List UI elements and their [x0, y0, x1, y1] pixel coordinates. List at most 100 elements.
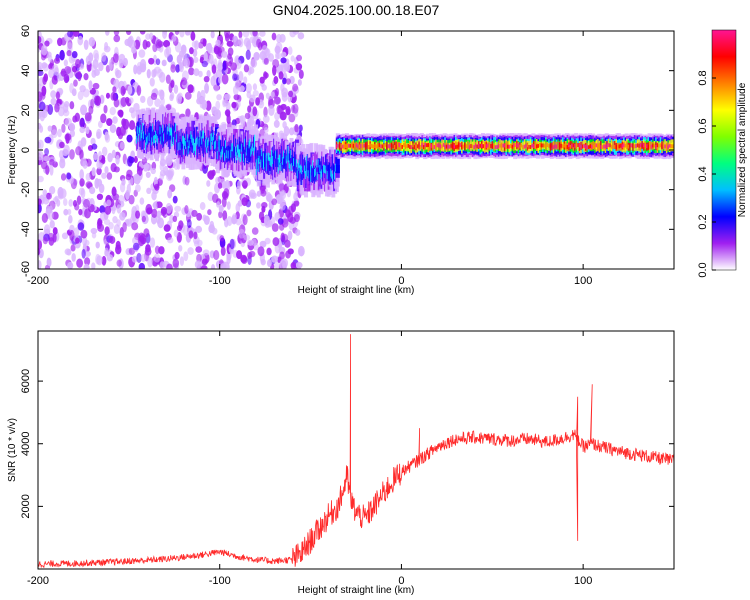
spectrogram-noise-cell	[62, 109, 70, 117]
spectrogram-noise-cell	[107, 152, 113, 163]
spectrogram-noise-cell	[203, 75, 210, 83]
spectrogram-noise-cell	[233, 35, 239, 47]
spectrogram-noise-cell	[215, 39, 221, 46]
snr-xtick-label: 0	[398, 575, 404, 587]
spectrogram-noise-cell	[271, 255, 278, 263]
spectrogram-ytick-label: -60	[20, 261, 32, 277]
spectrogram-noise-cell	[41, 62, 48, 69]
spectrogram-noise-cell	[227, 47, 234, 57]
spectrogram-noise-cell	[113, 224, 121, 235]
spectrogram-noise-cell	[79, 118, 85, 128]
spectrogram-noise-cell	[217, 182, 223, 189]
spectrogram-noise-cell	[223, 93, 231, 101]
spectrogram-noise-cell	[96, 255, 103, 266]
spectrogram-noise-cell	[38, 139, 44, 150]
spectrogram-noise-cell	[199, 102, 206, 109]
spectrogram-noise-cell	[245, 83, 252, 94]
spectrogram-noise-cell	[193, 231, 198, 240]
spectrogram-noise-cell	[77, 35, 84, 46]
spectrogram-noise-cell	[46, 192, 52, 200]
spectrogram-noise-cell	[60, 68, 66, 77]
spectrogram-noise-cell	[83, 263, 90, 269]
spectrogram-noise-cell	[259, 31, 266, 37]
spectrogram-noise-cell	[130, 109, 137, 119]
spectrogram-noise-cell	[255, 97, 260, 106]
spectrogram-noise-cell	[278, 223, 285, 231]
spectrogram-noise-cell	[89, 186, 96, 195]
spectrogram-ytick-label: -40	[20, 221, 32, 237]
spectrogram-noise-cell	[106, 199, 112, 207]
spectrogram-noise-cell	[95, 178, 103, 187]
spectrogram-noise-cell	[146, 187, 152, 195]
spectrogram-xtick-label: -100	[209, 275, 231, 287]
spectrogram-noise-cell	[261, 44, 268, 55]
spectrogram-noise-cell	[293, 200, 300, 207]
spectrogram-noise-cell	[170, 64, 176, 73]
spectrogram-noise-cell	[48, 210, 54, 221]
spectrogram-noise-cell	[188, 67, 195, 76]
spectrogram-noise-cell	[116, 204, 122, 214]
spectrogram-noise-cell	[66, 172, 72, 180]
spectrogram-xtick-label: 100	[574, 275, 592, 287]
spectrogram-noise-cell	[201, 60, 208, 68]
spectrogram-noise-cell	[96, 193, 104, 201]
spectrogram-noise-cell	[140, 95, 146, 104]
spectrogram-noise-cell	[249, 94, 256, 103]
spectrogram-noise-cell	[38, 91, 43, 102]
spectrogram-noise-cell	[163, 224, 171, 232]
spectrogram-noise-cell	[263, 57, 269, 65]
spectrogram-noise-cell	[99, 211, 107, 221]
snr-xtick-label: -200	[27, 575, 49, 587]
spectrogram-noise-cell	[132, 242, 140, 251]
spectrogram-noise-cell	[147, 257, 153, 268]
colorbar: 0.0 0.2 0.4 0.6 0.8 Normalized spectral ampl…	[697, 29, 748, 278]
spectrogram-noise-cell	[240, 254, 248, 264]
spectrogram-noise-cell	[191, 209, 198, 218]
spectrogram-noise-cell	[139, 31, 146, 35]
spectrogram-noise-cell	[135, 184, 141, 193]
spectrogram-noise-cell	[280, 57, 287, 64]
spectrogram-noise-cell	[173, 229, 179, 238]
spectrogram-noise-cell	[76, 258, 83, 268]
spectrogram-noise-cell	[136, 166, 143, 177]
spectrogram-noise-cell	[141, 215, 146, 223]
spectrogram-noise-cell	[179, 31, 185, 38]
spectrogram-noise-cell	[283, 125, 290, 137]
spectrogram-noise-cell	[171, 34, 177, 42]
spectrogram-noise-cell	[167, 189, 173, 199]
spectrogram-noise-cell	[88, 80, 93, 91]
spectrogram-noise-cell	[136, 252, 142, 264]
spectrogram-noise-cell	[74, 203, 80, 211]
spectrogram-noise-cell	[125, 189, 130, 201]
spectrogram-noise-cell	[43, 155, 50, 162]
spectrogram-noise-cell	[56, 72, 62, 82]
spectrogram-noise-cell	[172, 195, 178, 204]
snr-xtick-label: 100	[574, 575, 592, 587]
spectrogram-noise-cell	[173, 84, 179, 94]
spectrogram-noise-cell	[38, 203, 42, 214]
colorbar-tick-label: 0.4	[697, 166, 709, 181]
spectrogram-noise-cell	[201, 258, 208, 266]
spectrogram-ytick-label: 60	[20, 25, 32, 37]
spectrogram-noise-cell	[92, 152, 99, 161]
spectrogram-noise-cell	[206, 180, 211, 187]
colorbar-tick-label: 0.0	[697, 262, 709, 277]
spectrogram-noise-cell	[90, 137, 96, 146]
spectrogram-noise-cell	[63, 198, 68, 207]
spectrogram-noise-cell	[246, 209, 252, 217]
spectrogram-noise-cell	[218, 76, 223, 84]
spectrogram-noise-cell	[226, 254, 231, 265]
spectrogram-noise-cell	[238, 31, 243, 39]
spectrogram-noise-cell	[187, 84, 194, 94]
spectrogram-noise-cell	[111, 186, 117, 197]
spectrogram-noise-cell	[292, 31, 300, 35]
spectrogram-noise-cell	[279, 111, 287, 121]
spectrogram-noise-cell	[131, 255, 138, 263]
spectrogram-noise-cell	[98, 61, 104, 72]
spectrogram-noise-cell	[165, 155, 172, 164]
spectrogram-noise-cell	[174, 251, 180, 260]
spectrogram-noise-cell	[283, 63, 288, 71]
spectrogram-noise-cell	[111, 149, 116, 159]
